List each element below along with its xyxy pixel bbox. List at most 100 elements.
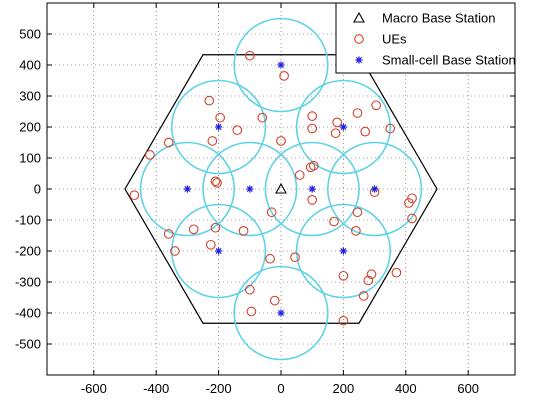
ue-marker	[352, 207, 363, 218]
ue-marker	[276, 136, 286, 146]
y-tick-label: 500	[19, 27, 41, 42]
y-tick-label: 200	[19, 120, 41, 135]
ue-marker	[305, 162, 316, 173]
y-tick-label: -400	[15, 306, 41, 321]
ue-marker	[244, 50, 255, 61]
small-cell-marker	[246, 185, 254, 193]
ue-marker	[246, 306, 257, 317]
y-tick-label: 400	[19, 58, 41, 73]
ue-marker	[188, 224, 199, 235]
x-tick-label: 0	[277, 381, 284, 396]
legend-label: UEs	[382, 32, 407, 47]
ue-marker	[391, 267, 402, 278]
ue-marker	[266, 207, 277, 218]
macro-bs-marker	[275, 182, 287, 194]
legend-marker	[353, 11, 365, 23]
legend-item: Macro Base Station	[353, 11, 495, 26]
small-cell-marker	[183, 185, 191, 193]
y-tick-label: -300	[15, 275, 41, 290]
ue-marker	[215, 112, 226, 123]
small-cell-marker	[339, 247, 347, 255]
ue-marker	[307, 195, 318, 205]
ue-marker	[204, 95, 215, 106]
y-tick-label: 100	[19, 151, 41, 166]
ue-marker	[210, 222, 221, 233]
ue-marker	[338, 270, 349, 281]
legend-marker	[354, 34, 364, 44]
ue-marker	[207, 136, 218, 146]
legend-label: Macro Base Station	[382, 11, 495, 26]
ue-marker	[307, 123, 318, 134]
ticks: -600 -400 -200 0 200 400 600 -500 -400 -300 -200 -1…	[15, 3, 515, 396]
ue-marker	[307, 111, 318, 121]
ue-marker	[257, 112, 268, 123]
ue-marker	[290, 252, 300, 263]
ue-marker	[329, 216, 339, 227]
ue-marker	[330, 128, 341, 139]
x-tick-label: 400	[395, 381, 417, 396]
ue-marker	[279, 70, 289, 81]
ue-marker	[407, 213, 417, 224]
small-cell-marker	[215, 123, 223, 131]
ue-marker	[351, 226, 361, 236]
legend-item: Small-cell Base Station	[355, 53, 516, 68]
small-cell-coverage-circle	[264, 141, 360, 237]
y-tick-label: 0	[34, 182, 41, 197]
small-cell-coverage-circle	[171, 79, 267, 175]
ue-marker	[371, 100, 382, 111]
ue-marker	[269, 295, 280, 306]
legend: Macro Base Station UEs Small-cell Base Sta…	[335, 2, 516, 74]
ue-marker	[366, 269, 377, 280]
x-tick-label: -400	[143, 381, 169, 396]
ue-marker	[404, 198, 414, 208]
x-tick-label: -200	[206, 381, 232, 396]
x-tick-label: 200	[333, 381, 355, 396]
small-cell-coverage-circle	[295, 79, 392, 175]
ue-marker	[129, 190, 140, 201]
x-tick-label: -600	[81, 381, 107, 396]
ue-marker	[210, 176, 221, 187]
ue-marker	[244, 284, 255, 295]
ue-marker	[358, 291, 369, 301]
legend-label: Small-cell Base Station	[382, 53, 516, 68]
ue-marker	[145, 150, 155, 160]
legend-marker	[355, 56, 363, 64]
ue-marker	[163, 229, 174, 239]
small-cell-marker	[215, 247, 223, 255]
ue-marker	[294, 170, 305, 180]
ue-marker	[170, 246, 180, 256]
y-tick-label: -200	[15, 244, 41, 259]
small-cell-coverage-circle	[139, 141, 235, 237]
small-cell-coverage-circle	[202, 141, 298, 237]
ue-marker	[363, 275, 374, 286]
y-tick-label: 300	[19, 89, 41, 104]
small-cell-marker	[371, 185, 379, 193]
small-cell-marker	[308, 185, 316, 193]
ue-marker	[205, 239, 216, 250]
x-tick-label: 600	[457, 381, 479, 396]
small-cell-coverage-circle	[295, 203, 392, 299]
ue-marker	[232, 125, 243, 135]
ue-marker	[265, 253, 275, 264]
small-cell-coverage-circle	[233, 265, 329, 361]
ue-marker	[360, 126, 371, 137]
ue-marker	[352, 108, 363, 118]
ue-marker	[385, 123, 396, 134]
legend-item: UEs	[354, 32, 407, 47]
ue-marker	[238, 226, 249, 236]
small-cell-coverage-circle	[327, 141, 423, 237]
small-cell-marker	[339, 123, 347, 131]
legend-box	[335, 2, 516, 74]
ue-marker	[163, 137, 174, 148]
points-layer	[129, 50, 417, 326]
small-cell-marker	[277, 61, 285, 69]
small-cell-marker	[277, 309, 285, 317]
ue-marker	[212, 177, 222, 188]
y-tick-label: -500	[15, 337, 41, 352]
coverage-layer	[139, 17, 423, 361]
small-cell-coverage-circle	[171, 203, 267, 299]
y-tick-label: -100	[15, 213, 41, 228]
ue-marker	[338, 315, 349, 326]
ue-marker	[332, 117, 343, 128]
